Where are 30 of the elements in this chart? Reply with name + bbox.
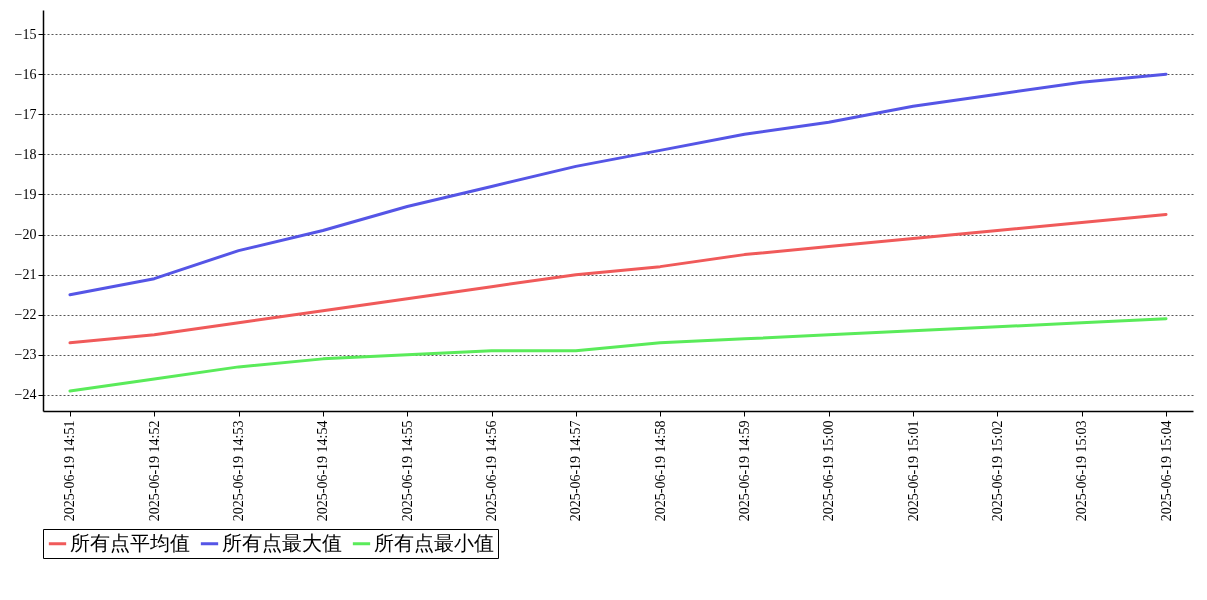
y-tick-label: −23	[14, 347, 37, 363]
y-tick-label: −18	[14, 146, 37, 162]
line-series	[68, 317, 1168, 393]
line-series	[68, 72, 1168, 297]
y-tick-label: −22	[14, 307, 37, 323]
y-tick-label: −24	[14, 387, 37, 403]
x-tick-label: 2025-06-19 14:56	[484, 420, 500, 522]
legend-label: 所有点平均值	[70, 531, 190, 554]
line-series	[68, 213, 1168, 345]
x-tick-label: 2025-06-19 14:51	[62, 420, 78, 522]
legend-label: 所有点最小值	[374, 531, 494, 554]
x-tick-label: 2025-06-19 14:55	[399, 420, 415, 522]
x-tick-label: 2025-06-19 14:54	[315, 420, 331, 522]
x-tick-label: 2025-06-19 14:53	[231, 420, 247, 522]
y-tick-label: −16	[14, 66, 37, 82]
y-tick-label: −20	[14, 227, 37, 243]
x-tick-label: 2025-06-19 14:52	[146, 420, 162, 522]
x-tick-label: 2025-06-19 14:57	[568, 420, 584, 522]
x-tick-label: 2025-06-19 15:01	[905, 420, 921, 522]
x-tick-label: 2025-06-19 15:03	[1074, 420, 1090, 522]
y-tick-label: −15	[14, 26, 37, 42]
x-tick-label: 2025-06-19 14:59	[736, 420, 752, 522]
x-tick-label: 2025-06-19 15:02	[989, 420, 1005, 522]
y-tick-label: −17	[14, 106, 37, 122]
y-tick-label: −19	[14, 186, 37, 202]
x-tick-label: 2025-06-19 15:00	[821, 420, 837, 522]
x-tick-label: 2025-06-19 15:04	[1158, 420, 1174, 522]
x-tick-label: 2025-06-19 14:58	[652, 420, 668, 522]
y-tick-label: −21	[14, 267, 37, 283]
legend-label: 所有点最大值	[222, 531, 342, 554]
